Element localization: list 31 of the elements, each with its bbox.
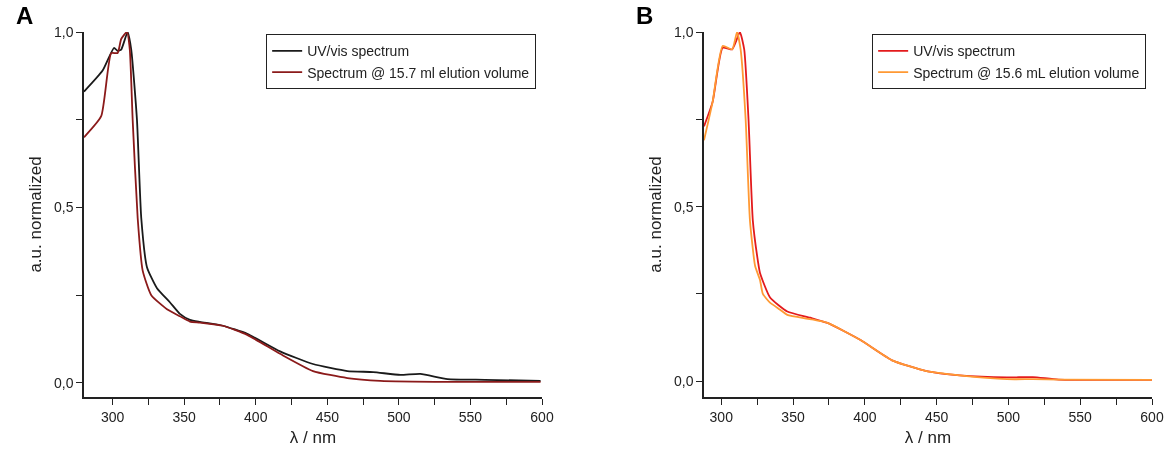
- x-tick-label: 550: [458, 408, 483, 425]
- y-tick-label: 0,5: [673, 198, 694, 215]
- x-tick-label: 450: [924, 408, 949, 425]
- legend-label: Spectrum @ 15.6 mL elution volume: [913, 64, 1140, 81]
- x-tick-label: 350: [781, 408, 805, 425]
- x-tick-label: 300: [100, 408, 125, 425]
- x-tick-label: 300: [709, 408, 734, 425]
- y-tick-label: 0,0: [53, 374, 74, 391]
- legend-label: Spectrum @ 15.7 ml elution volume: [307, 64, 530, 81]
- legend-label: UV/vis spectrum: [307, 43, 410, 60]
- chart-title: B: [636, 2, 654, 29]
- x-tick-label: 500: [996, 408, 1021, 425]
- y-tick-label: 0,5: [53, 199, 74, 216]
- y-tick-label: 1,0: [53, 23, 74, 40]
- y-tick-label: 0,0: [673, 373, 694, 390]
- x-tick-label: 450: [315, 408, 340, 425]
- x-tick-label: 350: [172, 408, 197, 425]
- line-series: [704, 32, 1152, 381]
- y-axis-title: a.u. normalized: [646, 156, 666, 273]
- x-axis-title: λ / nm: [904, 428, 952, 448]
- y-axis-title: a.u. normalized: [26, 156, 46, 273]
- x-tick-label: 400: [853, 408, 877, 425]
- x-axis-title: λ / nm: [289, 428, 337, 448]
- legend-label: UV/vis spectrum: [913, 43, 1016, 60]
- x-tick-label: 550: [1068, 408, 1093, 425]
- y-tick-label: 1,0: [673, 23, 694, 40]
- chart-title: A: [16, 2, 34, 29]
- x-tick-label: 400: [244, 408, 268, 425]
- x-tick-label: 600: [1140, 408, 1164, 425]
- x-tick-label: 600: [530, 408, 554, 425]
- x-tick-label: 500: [387, 408, 411, 425]
